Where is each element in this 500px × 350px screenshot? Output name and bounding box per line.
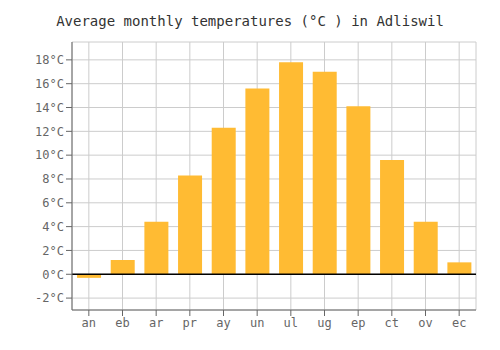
svg-text:ul: ul	[284, 316, 298, 330]
svg-text:6°C: 6°C	[42, 196, 64, 210]
svg-text:ug: ug	[317, 316, 331, 330]
svg-text:ec: ec	[452, 316, 466, 330]
svg-text:ov: ov	[418, 316, 432, 330]
svg-text:eb: eb	[115, 316, 129, 330]
svg-text:un: un	[250, 316, 264, 330]
svg-text:10°C: 10°C	[35, 148, 64, 162]
svg-text:-2°C: -2°C	[35, 291, 64, 305]
svg-text:16°C: 16°C	[35, 77, 64, 91]
svg-text:pr: pr	[183, 316, 197, 330]
svg-text:14°C: 14°C	[35, 101, 64, 115]
html-text:Average monthly temperatures (: Average monthly temperatures (°C ) in Ad…	[56, 13, 444, 29]
svg-text:ay: ay	[216, 316, 230, 330]
svg-text:2°C: 2°C	[42, 244, 64, 258]
svg-text:ar: ar	[149, 316, 163, 330]
svg-text:ep: ep	[351, 316, 365, 330]
svg-text:4°C: 4°C	[42, 220, 64, 234]
svg-text:8°C: 8°C	[42, 172, 64, 186]
svg-text:12°C: 12°C	[35, 125, 64, 139]
svg-text:ct: ct	[385, 316, 399, 330]
svg-text:18°C: 18°C	[35, 53, 64, 67]
svg-text:an: an	[82, 316, 96, 330]
svg-text:0°C: 0°C	[42, 268, 64, 282]
